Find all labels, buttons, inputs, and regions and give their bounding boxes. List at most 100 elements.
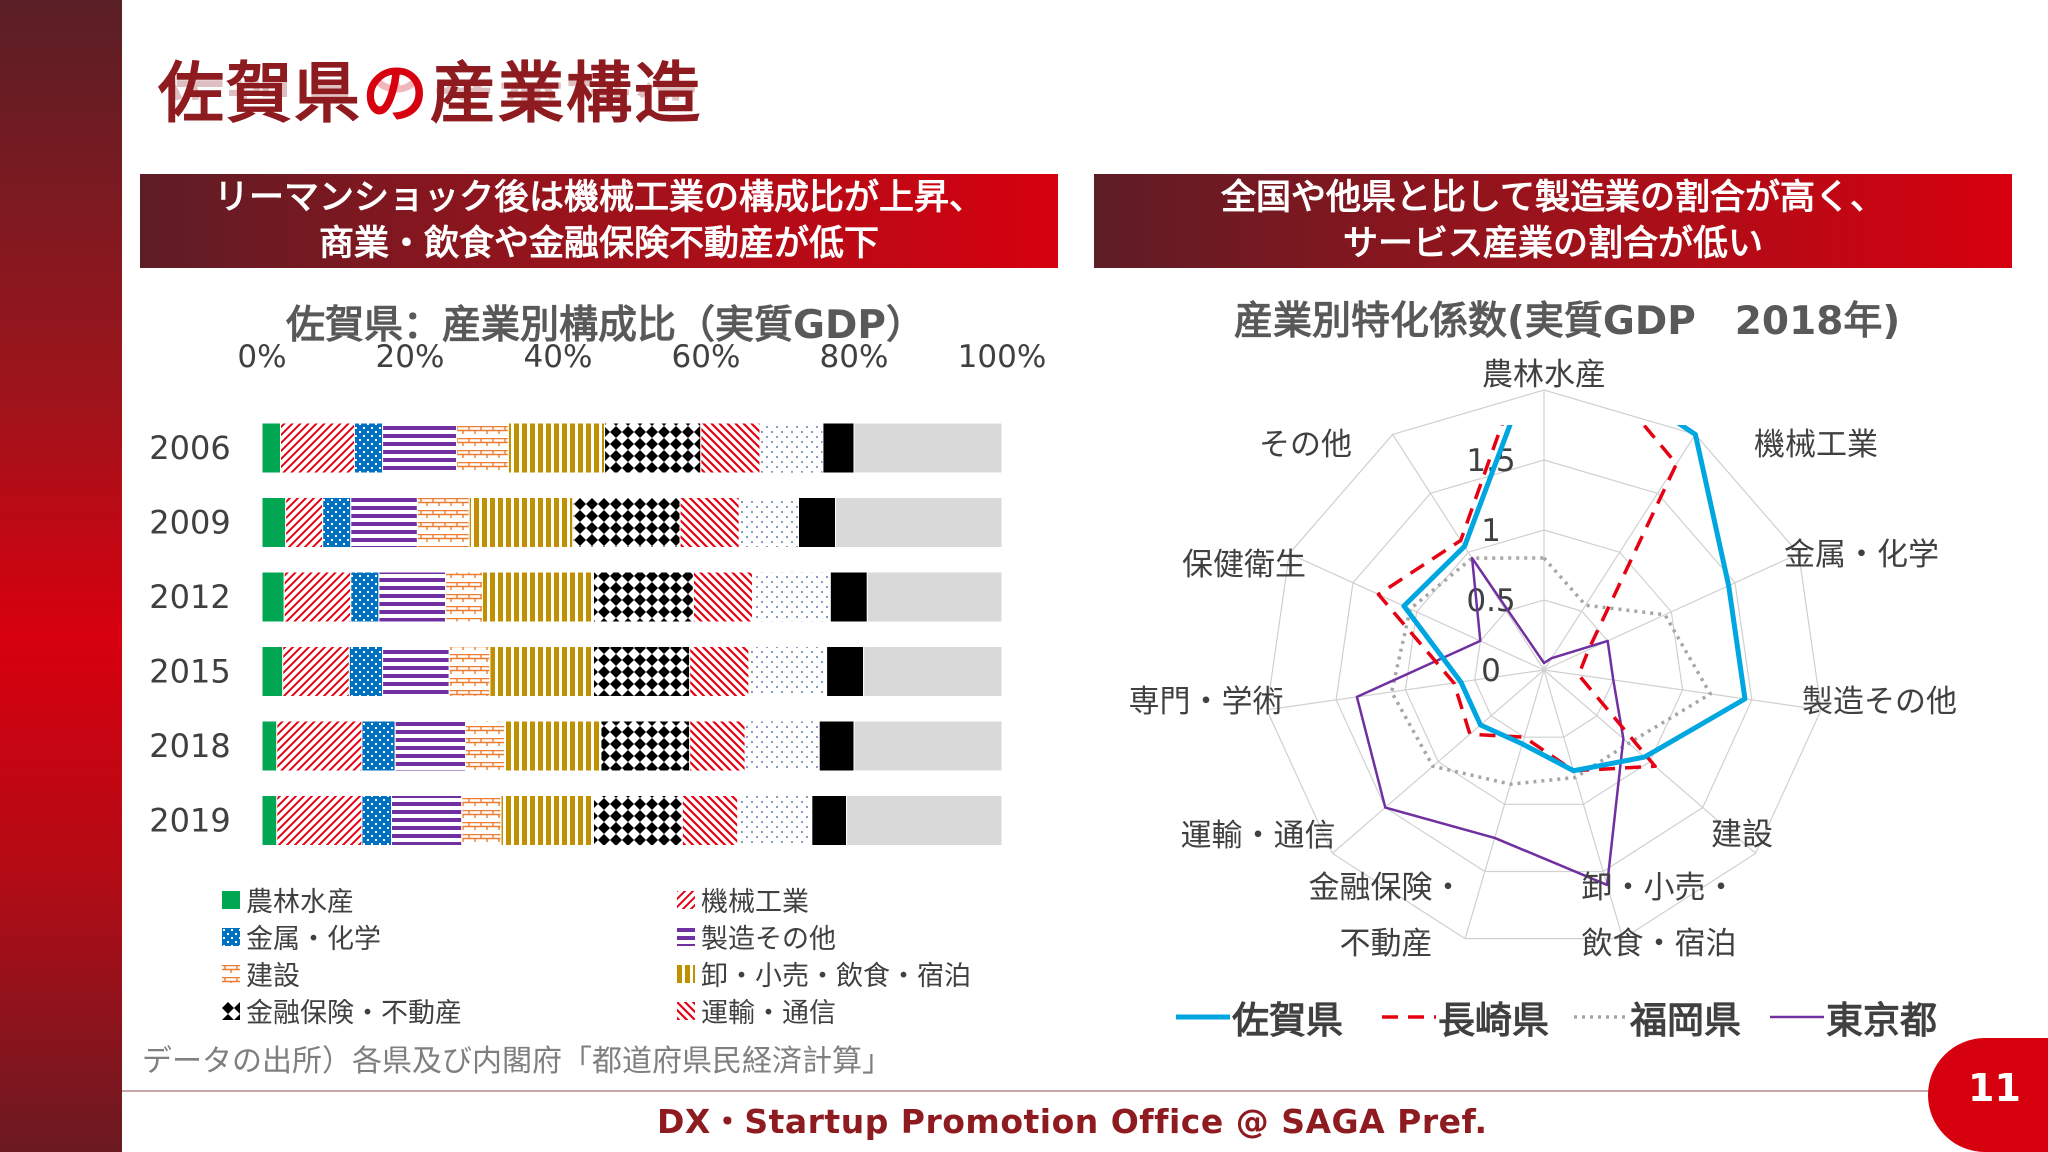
radar-spoke	[1464, 669, 1545, 939]
right-banner-line2: サービス産業の割合が低い	[1342, 224, 1763, 264]
bar-segment	[261, 571, 285, 623]
legend-item: 機械工業	[677, 880, 809, 919]
bar-segment	[818, 720, 855, 772]
bar-segment	[593, 646, 691, 697]
bar-segment	[600, 720, 691, 772]
bar-segment	[468, 497, 574, 548]
bar-segment	[276, 795, 363, 846]
radar-axis-label: 建設	[1711, 817, 1773, 853]
bar-chart-legend: 農林水産 機械工業 金属・化学 製造その他 建設 卸・小売・飲食・宿泊 金融保険・不動産 運輸…	[222, 880, 1072, 1030]
legend-label: 製造その他	[701, 924, 836, 955]
right-banner-line1: 全国や他県と比して製造業の割合が高く、	[1221, 178, 1885, 218]
bar-segment	[448, 646, 491, 697]
legend-item: 運輸・通信	[677, 991, 836, 1030]
bar-segment	[681, 795, 739, 846]
bar-segment	[853, 720, 1003, 772]
radar-legend-item: 東京都	[1768, 990, 1937, 1044]
bar-segment	[507, 422, 606, 474]
bar-segment	[261, 497, 287, 548]
bar-segment	[748, 646, 828, 697]
legend-swatch	[222, 964, 240, 983]
bar-segment	[322, 497, 352, 548]
bar-segment	[361, 795, 392, 846]
bar-segment	[604, 422, 702, 474]
radar-series-line	[1355, 556, 1625, 887]
bar-segment	[391, 795, 463, 846]
bar-segment	[261, 720, 278, 772]
sidebar-decoration	[0, 0, 122, 1152]
page-number: 11	[1968, 1066, 2021, 1110]
bar-segment	[382, 646, 450, 697]
bar-segment	[863, 646, 1003, 697]
radar-legend-item: 福岡県	[1572, 990, 1741, 1044]
bar-segment	[846, 795, 1003, 846]
bar-segment	[692, 571, 754, 623]
radar-series-line	[1389, 556, 1713, 786]
bar-segment	[689, 646, 750, 697]
bar-segment	[465, 720, 506, 772]
bar-segment	[822, 422, 855, 474]
legend-item: 金融保険・不動産	[222, 991, 462, 1030]
bar-segment	[744, 720, 820, 772]
legend-swatch	[677, 890, 695, 909]
bar-segment	[276, 720, 363, 772]
x-tick-label: 40%	[524, 339, 593, 375]
bar-segment	[826, 646, 865, 697]
bar-segment	[752, 571, 831, 623]
bar-segment	[738, 497, 799, 548]
category-label: 2009	[149, 504, 230, 542]
radar-axis-label: 農林水産	[1482, 357, 1606, 393]
bar-segment	[261, 795, 278, 846]
bar-segment	[689, 720, 746, 772]
bar-segment	[282, 646, 350, 697]
bar-segment	[835, 497, 1003, 548]
legend-item: 金属・化学	[222, 917, 381, 956]
bar-segment	[853, 422, 1003, 474]
bar-segment	[350, 571, 380, 623]
legend-label: 運輸・通信	[701, 998, 836, 1029]
source-note: データの出所）各県及び内閣府「都道府県民経済計算」	[142, 1044, 892, 1079]
radar-legend-label: 東京都	[1826, 999, 1937, 1042]
legend-swatch	[677, 1001, 695, 1020]
radar-axis-label: その他	[1259, 427, 1352, 463]
radar-spoke	[1543, 669, 1624, 939]
radar-spoke	[1543, 669, 1822, 711]
bar-segment	[500, 795, 595, 846]
bar-segment	[261, 646, 284, 697]
bar-segment	[350, 497, 418, 548]
radar-series-line	[1376, 425, 1679, 773]
bar-segment	[382, 422, 458, 474]
radar-legend-label: 長崎県	[1438, 999, 1549, 1042]
bar-segment	[593, 571, 694, 623]
right-banner: 全国や他県と比して製造業の割合が高く、 サービス産業の割合が低い	[1094, 174, 2012, 268]
legend-swatch	[677, 927, 695, 946]
category-label: 2019	[149, 802, 230, 840]
bar-segment	[829, 571, 868, 623]
radar-grid-ring	[1404, 529, 1684, 805]
radar-series-line	[1401, 425, 1748, 774]
bar-chart-title: 佐賀県：産業別構成比（実質GDP）	[286, 303, 925, 348]
legend-label: 卸・小売・飲食・宿泊	[701, 961, 971, 992]
bar-segment	[285, 497, 324, 548]
radar-legend-label: 福岡県	[1630, 999, 1741, 1042]
radar-axis-label: 機械工業	[1754, 427, 1878, 463]
left-banner-line2: 商業・飲食や金融保険不動産が低下	[318, 224, 879, 264]
radar-grid-ring	[1335, 459, 1753, 873]
bar-segment	[798, 497, 836, 548]
radar-chart-title: 産業別特化係数(実質GDP 2018年)	[1234, 299, 1901, 344]
legend-label: 金属・化学	[246, 924, 381, 955]
radar-grid-ring	[1474, 599, 1614, 738]
bar-chart: 0% 20% 40% 60% 80% 100% 2006 2009 2012 2015 2018 20…	[149, 339, 1046, 846]
legend-swatch	[677, 964, 695, 983]
radar-axis-label: 製造その他	[1802, 684, 1957, 720]
radar-legend-swatch	[1176, 1014, 1230, 1020]
legend-item: 製造その他	[677, 917, 836, 956]
left-banner-line1: リーマンショック後は機械工業の構成比が上昇、	[213, 178, 984, 218]
radar-axis-label: 運輸・通信	[1181, 818, 1336, 854]
bar-segment	[504, 720, 602, 772]
radar-chart: 00.511.5農林水産機械工業金属・化学製造その他建設卸・小売・飲食・宿泊金融…	[1129, 357, 1958, 962]
legend-swatch	[222, 890, 240, 909]
bar-segment	[394, 720, 467, 772]
radar-spoke	[1289, 553, 1545, 671]
radar-axis-label: 不動産	[1340, 926, 1433, 962]
